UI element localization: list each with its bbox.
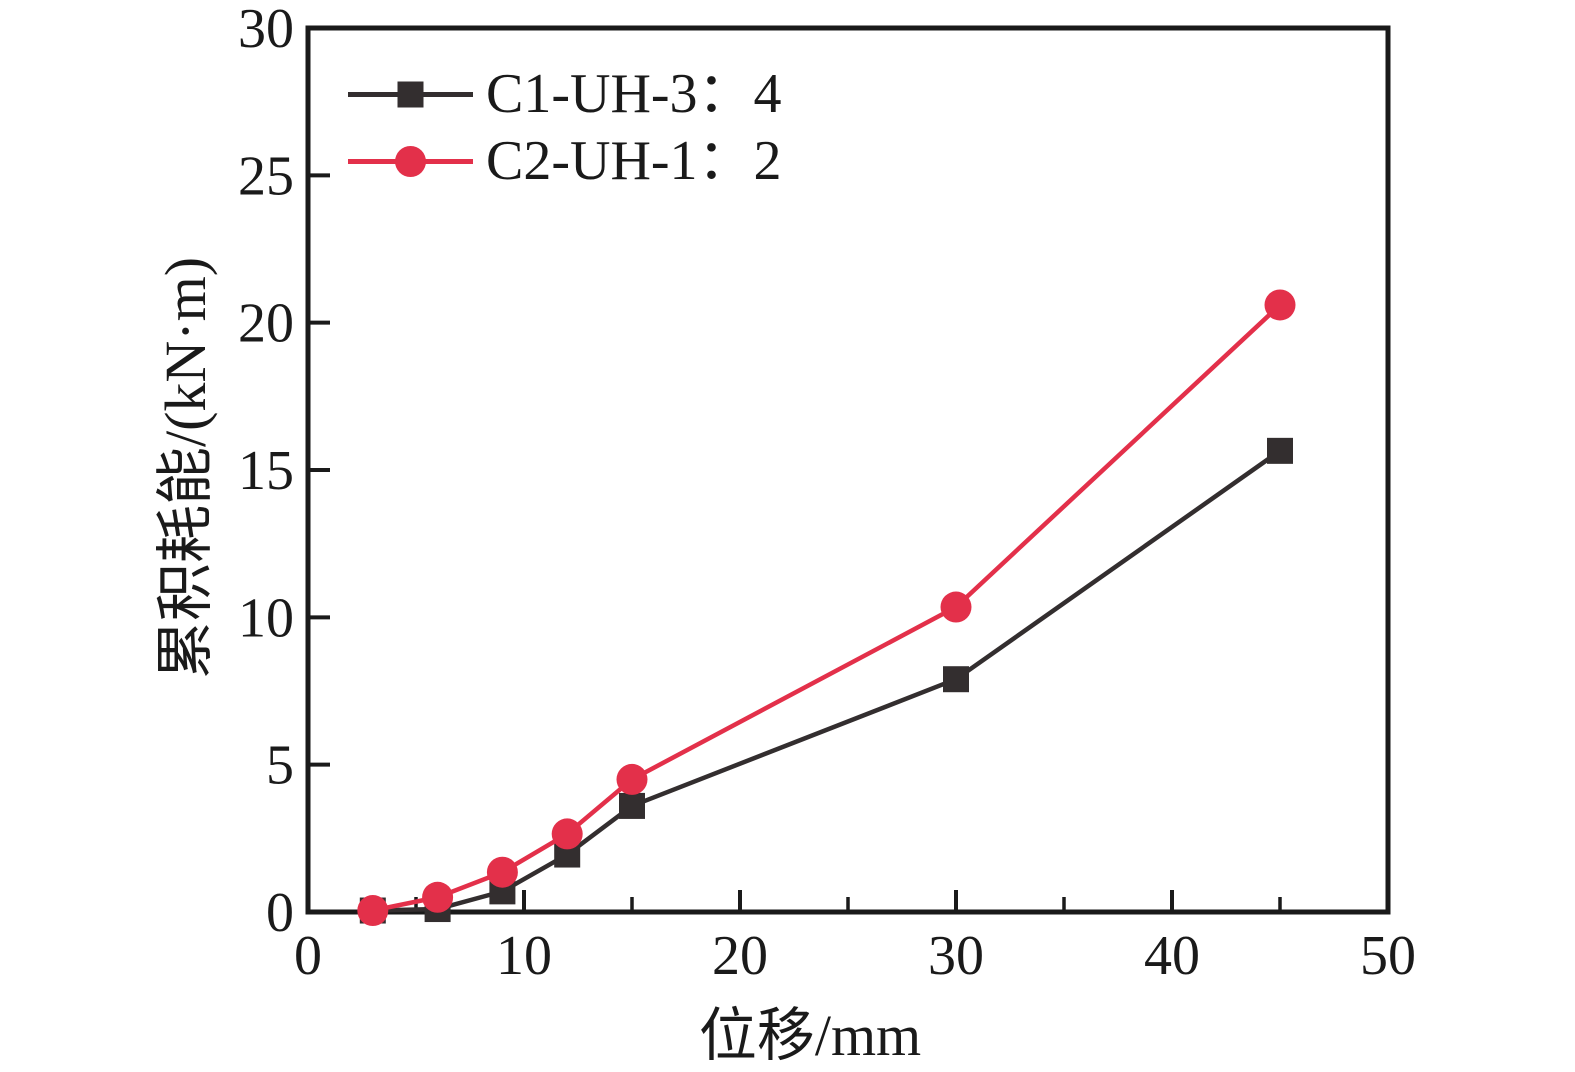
y-tick-label: 0	[266, 882, 294, 944]
series-line-c2	[372, 303, 1282, 913]
x-tick-label: 0	[294, 925, 322, 987]
legend-square-marker	[397, 81, 424, 108]
data-point-circle	[486, 856, 518, 888]
data-point-square	[943, 666, 969, 693]
legend-label-c1: C1-UH-3：4	[486, 63, 782, 125]
x-tick-label: 50	[1360, 925, 1416, 987]
y-axis-title: 累积耗能/(kN·m)	[153, 256, 218, 680]
x-tick-label: 40	[1144, 925, 1200, 987]
y-tick-label: 20	[238, 293, 294, 355]
y-tick-label: 25	[238, 145, 294, 207]
legend-item-c1: C1-UH-3：4	[348, 61, 782, 128]
y-tick-label: 5	[266, 735, 294, 797]
data-point-circle	[940, 591, 972, 623]
data-point-square	[619, 792, 645, 819]
legend-marker-c1-square-icon	[348, 81, 473, 108]
legend-item-c2: C2-UH-1：2	[348, 128, 782, 195]
plot-frame	[305, 25, 1391, 915]
data-point-circle	[616, 763, 648, 795]
y-tick-label: 15	[238, 440, 294, 502]
legend: C1-UH-3：4 C2-UH-1：2	[348, 61, 782, 195]
series-line-c1	[372, 449, 1282, 913]
data-point-circle	[1264, 289, 1296, 321]
data-point-circle	[422, 881, 454, 913]
data-point-circle	[357, 895, 389, 927]
x-tick-label: 30	[928, 925, 984, 987]
legend-marker-c2-circle-icon	[348, 146, 473, 177]
x-axis-title: 位移/mm	[698, 1003, 922, 1068]
y-tick-label: 30	[238, 0, 294, 60]
x-tick-label: 10	[496, 925, 552, 987]
data-point-circle	[551, 818, 583, 850]
data-point-square	[1267, 437, 1293, 464]
y-tick-label: 10	[238, 587, 294, 649]
legend-label-c2: C2-UH-1：2	[486, 130, 782, 192]
x-tick-label: 20	[712, 925, 768, 987]
legend-circle-marker	[395, 146, 426, 177]
